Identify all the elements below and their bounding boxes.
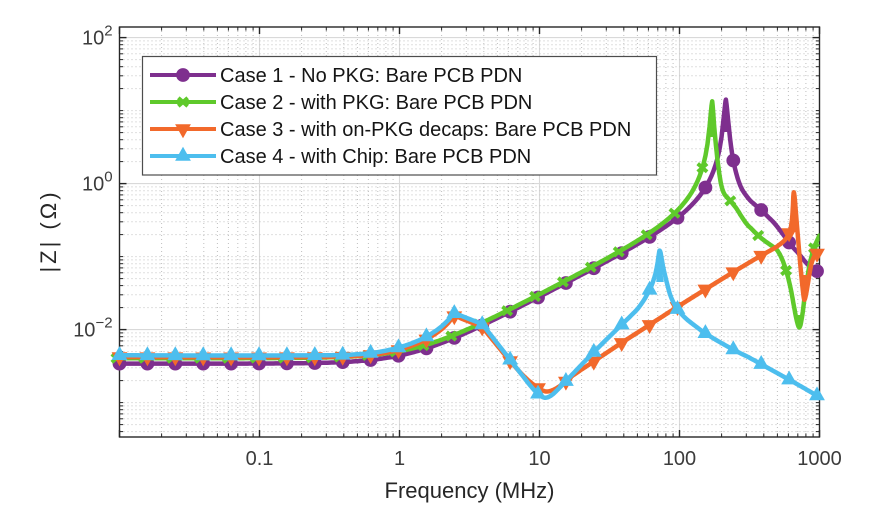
svg-text:1: 1 [394, 448, 405, 470]
svg-text:Case 3 - with on-PKG decaps: B: Case 3 - with on-PKG decaps: Bare PCB PD… [220, 119, 631, 141]
svg-text:Case 2 - with PKG: Bare PCB PD: Case 2 - with PKG: Bare PCB PDN [220, 92, 532, 114]
svg-text:|Z| (Ω): |Z| (Ω) [36, 189, 61, 272]
svg-text:100: 100 [663, 448, 696, 470]
svg-text:Case 1 - No PKG: Bare PCB PDN: Case 1 - No PKG: Bare PCB PDN [220, 65, 522, 87]
svg-text:1000: 1000 [797, 448, 842, 470]
svg-text:0.1: 0.1 [246, 448, 274, 470]
svg-text:10: 10 [528, 448, 550, 470]
svg-text:Case 4 - with Chip: Bare PCB P: Case 4 - with Chip: Bare PCB PDN [220, 146, 531, 168]
svg-text:Frequency (MHz): Frequency (MHz) [385, 478, 555, 503]
